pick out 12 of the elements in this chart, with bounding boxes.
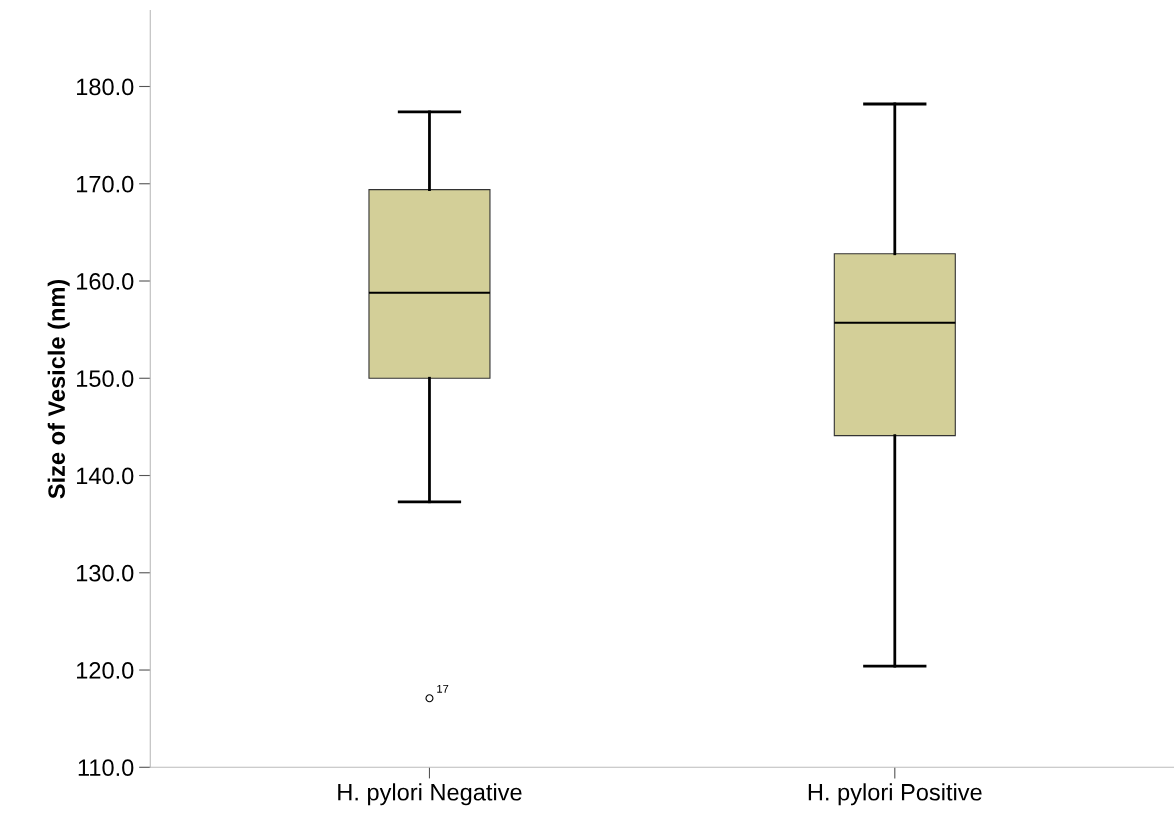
y-tick-label: 160.0 [77,273,134,290]
y-tick-label: 110.0 [78,759,134,777]
x-tick-label: H. pylori Positive [808,783,982,806]
y-tick-label: 170.0 [77,175,134,193]
y-tick-label: 130.0 [77,564,134,582]
y-tick-label: 180.0 [77,78,134,96]
y-tick-label: 120.0 [77,662,134,679]
y-tick-label: 140.0 [77,467,134,485]
x-tick-label: H. pylori Negative [338,783,522,806]
y-axis-title: Size of Vesicle (nm) [47,279,70,499]
y-tick-label: 150.0 [77,370,134,388]
annotation: 17 [437,685,449,693]
